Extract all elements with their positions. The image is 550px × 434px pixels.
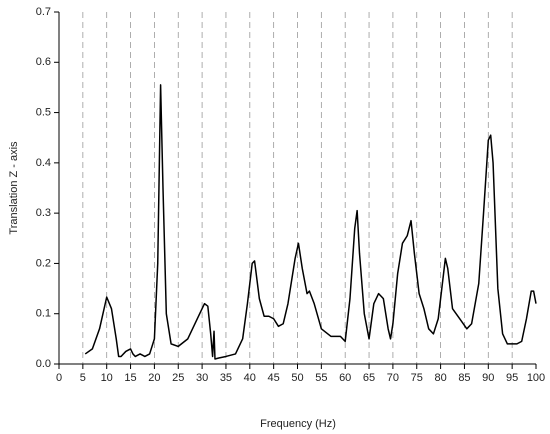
x-tick-label: 85 [458,372,470,384]
x-tick-label: 90 [482,372,494,384]
x-tick-label: 75 [411,372,423,384]
y-tick-label: 0.1 [36,308,51,320]
y-tick-label: 0.2 [36,257,51,269]
y-tick-label: 0.5 [36,106,51,118]
x-tick-label: 15 [124,372,136,384]
x-tick-label: 65 [363,372,375,384]
y-tick-label: 0.4 [36,157,51,169]
x-tick-label: 40 [244,372,256,384]
x-tick-label: 80 [434,372,446,384]
x-tick-label: 100 [527,372,545,384]
x-tick-label: 25 [172,372,184,384]
x-tick-label: 20 [148,372,160,384]
y-tick-label: 0.0 [36,358,51,370]
x-axis-label: Frequency (Hz) [260,418,336,430]
x-tick-label: 55 [315,372,327,384]
x-tick-label: 50 [291,372,303,384]
x-tick-label: 70 [387,372,399,384]
x-tick-label: 30 [196,372,208,384]
x-tick-label: 5 [80,372,86,384]
data-line [84,84,537,360]
y-axis-label: Translation Z - axis [8,141,20,235]
x-tick-label: 0 [56,372,62,384]
x-tick-label: 35 [220,372,232,384]
y-tick-label: 0.7 [36,6,51,18]
x-tick-label: 95 [506,372,518,384]
x-tick-label: 60 [339,372,351,384]
y-tick-label: 0.6 [36,56,51,68]
y-tick-label: 0.3 [36,207,51,219]
x-tick-label: 10 [101,372,113,384]
x-tick-label: 45 [268,372,280,384]
